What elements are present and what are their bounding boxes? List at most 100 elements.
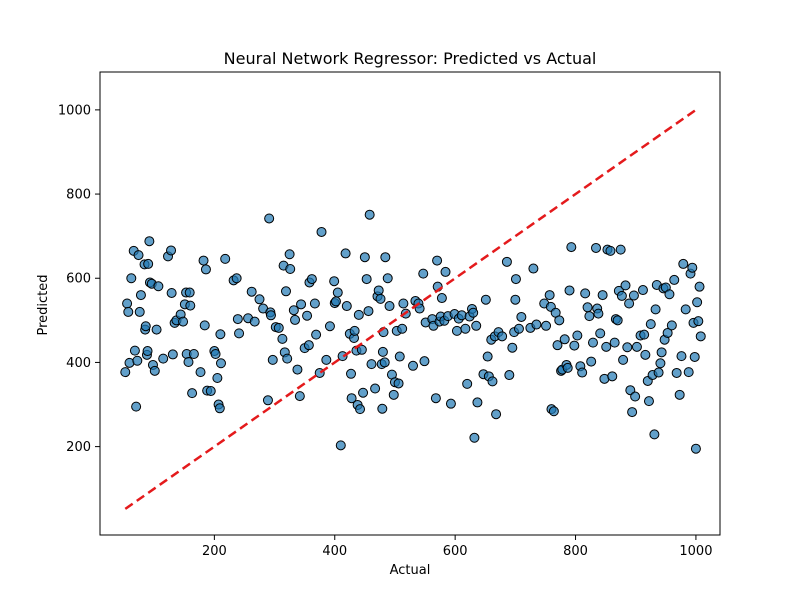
data-point [358, 387, 369, 398]
data-point [501, 256, 512, 267]
data-point [622, 342, 633, 353]
data-point [419, 356, 430, 367]
y-tick-label: 200 [66, 440, 91, 455]
data-point [640, 349, 651, 360]
data-point [595, 328, 606, 339]
data-point [135, 290, 146, 301]
data-point [129, 345, 140, 356]
data-point [382, 273, 393, 284]
data-point [133, 250, 144, 261]
data-point [471, 320, 482, 331]
data-point [566, 242, 577, 253]
y-axis-label: Predicted [36, 274, 51, 335]
data-point [394, 351, 405, 362]
x-tick-label: 800 [563, 544, 588, 559]
data-point [586, 356, 597, 367]
data-point [513, 323, 524, 334]
data-point [380, 252, 391, 263]
data-point [631, 341, 642, 352]
x-tick-label: 400 [322, 544, 347, 559]
data-point [430, 393, 441, 404]
data-point [144, 236, 155, 247]
data-point [472, 397, 483, 408]
data-point [418, 268, 429, 279]
data-point [188, 349, 199, 360]
data-point [366, 359, 377, 370]
x-axis-label: Actual [390, 563, 431, 578]
data-point [618, 354, 629, 365]
data-point [364, 209, 375, 220]
data-point [624, 298, 635, 309]
data-point [132, 355, 143, 366]
data-point [655, 358, 666, 369]
data-point [678, 258, 689, 269]
data-point [264, 213, 275, 224]
data-point [254, 294, 265, 305]
data-point [214, 403, 225, 414]
chart-title: Neural Network Regressor: Predicted vs A… [224, 49, 597, 68]
data-point [292, 364, 303, 375]
data-point [451, 325, 462, 336]
data-point [653, 367, 664, 378]
data-point [468, 307, 479, 318]
data-point [321, 354, 332, 365]
data-point [346, 393, 357, 404]
data-point [232, 314, 243, 325]
data-point [605, 245, 616, 256]
data-point [277, 333, 288, 344]
data-point [377, 346, 388, 357]
data-point [288, 305, 299, 316]
data-point [582, 302, 593, 313]
data-point [572, 330, 583, 341]
data-point [497, 331, 508, 342]
data-point [185, 300, 196, 311]
data-point [316, 226, 327, 237]
data-point [562, 362, 573, 373]
data-point [200, 264, 211, 275]
data-point [616, 290, 627, 301]
data-point [205, 386, 216, 397]
x-tick-label: 600 [443, 544, 468, 559]
data-point [436, 293, 447, 304]
data-point [332, 287, 343, 298]
data-point [541, 320, 552, 331]
data-point [460, 323, 471, 334]
data-point [695, 331, 706, 342]
data-point [664, 289, 675, 300]
data-point [559, 334, 570, 345]
data-point [355, 404, 366, 415]
plot-area: 200 400 600 800 1000 200 400 600 800 1000 [58, 71, 721, 559]
data-point [593, 308, 604, 319]
data-point [340, 248, 351, 259]
y-tick-label: 600 [66, 272, 91, 287]
data-point [645, 319, 656, 330]
data-point [234, 328, 245, 339]
data-point [306, 274, 317, 285]
data-point [693, 316, 704, 327]
data-point [694, 281, 705, 292]
data-point [676, 351, 687, 362]
data-point [650, 304, 661, 315]
data-point [643, 396, 654, 407]
data-point [669, 274, 680, 285]
data-point [397, 323, 408, 334]
y-tick-label: 400 [66, 356, 91, 371]
data-point [609, 337, 620, 348]
data-point [639, 329, 650, 340]
data-point [507, 342, 518, 353]
data-point [284, 249, 295, 260]
data-point [398, 298, 409, 309]
data-point [662, 327, 673, 338]
data-point [607, 371, 618, 382]
data-point [388, 389, 399, 400]
data-point [199, 320, 210, 331]
data-point [249, 316, 260, 327]
data-point [134, 306, 145, 317]
reference-line [124, 108, 697, 510]
data-point [689, 351, 700, 362]
data-point [153, 281, 164, 292]
data-point [220, 253, 231, 264]
data-point [692, 297, 703, 308]
